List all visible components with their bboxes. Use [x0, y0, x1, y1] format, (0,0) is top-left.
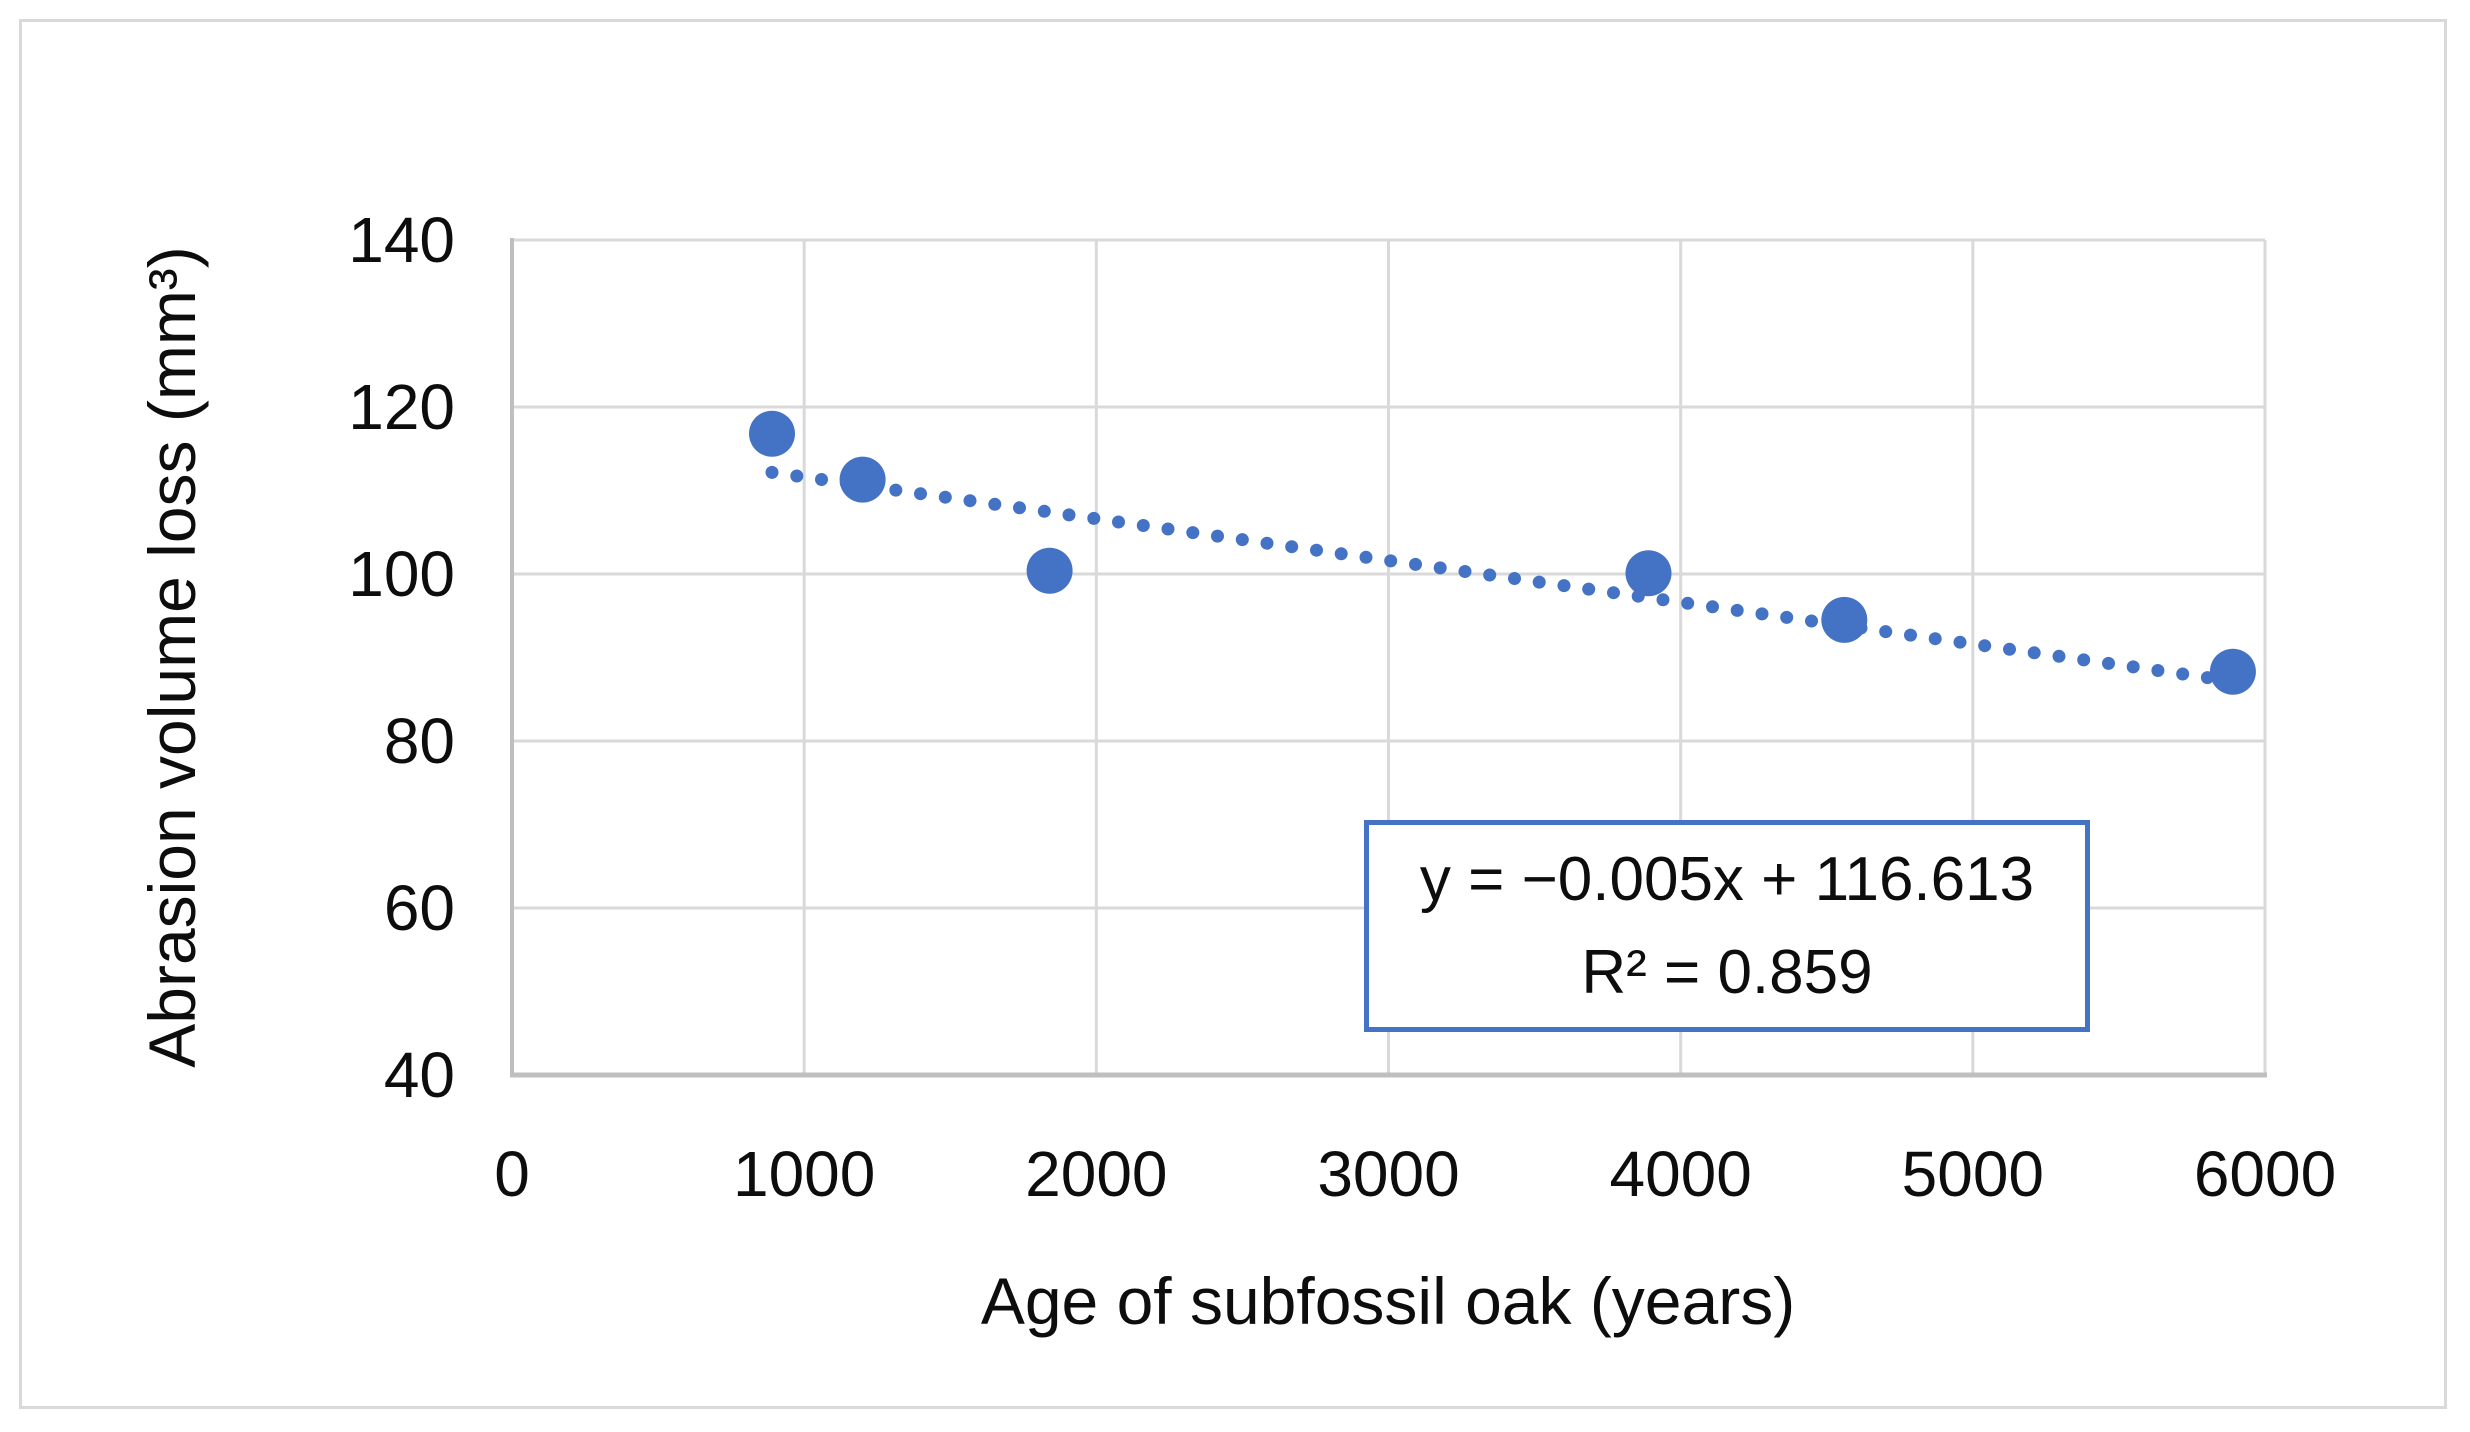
trendline-dot	[1433, 561, 1447, 575]
trendline-dot	[1186, 526, 1200, 540]
trendline-dot	[1260, 536, 1274, 550]
trendline-dot	[1656, 593, 1670, 607]
trendline-dot	[1582, 582, 1596, 596]
trendline-dot	[1508, 572, 1521, 585]
x-axis-title: Age of subfossil oak (years)	[980, 1264, 1796, 1338]
trendline-dot	[1211, 529, 1224, 543]
trendline-dot	[1780, 610, 1794, 624]
r-squared-label: R² = 0.859	[1581, 938, 1873, 1007]
trendline-dot	[1235, 533, 1249, 547]
y-tick-label-40: 40	[383, 1039, 455, 1111]
data-point-3	[1026, 547, 1073, 594]
trendline-equation-box: y = −0.005x + 116.613 R² = 0.859	[1364, 820, 2090, 1032]
trendline-dot	[2003, 642, 2016, 656]
trendline-dot	[2102, 656, 2115, 670]
x-tick-label-0: 0	[494, 1138, 530, 1210]
data-point-5	[1821, 596, 1868, 643]
trendline-dot	[1359, 550, 1373, 564]
trendline-dot	[1681, 596, 1695, 610]
trendline-dot	[1112, 515, 1125, 529]
trendline-dot	[1334, 547, 1348, 561]
y-tick-label-120: 120	[348, 371, 455, 443]
trendline-equation-label: y = −0.005x + 116.613	[1419, 845, 2035, 914]
trendline-dot	[1013, 501, 1026, 515]
trendline-dot	[815, 473, 828, 486]
trendline-dot	[1730, 603, 1744, 617]
trendline-dot	[963, 494, 977, 508]
x-tick-label-1000: 1000	[732, 1138, 876, 1210]
trendline-dot	[1879, 625, 1893, 639]
trendline-dot	[1805, 614, 1818, 628]
data-point-6	[2209, 648, 2256, 695]
trendline-dot	[1706, 600, 1719, 614]
trendline-dot	[1953, 635, 1967, 649]
x-tick-label-6000: 6000	[2193, 1138, 2337, 1210]
trendline-dot	[889, 483, 903, 497]
y-tick-label-100: 100	[348, 538, 455, 610]
trendline-dot	[988, 497, 1002, 511]
trendline-dot	[1607, 586, 1620, 600]
trendline-dot	[1532, 575, 1546, 589]
trendline-dot	[1161, 522, 1175, 536]
trendline-dot	[2126, 660, 2140, 674]
trendline-dots	[765, 465, 2239, 688]
trendline-dot	[1557, 579, 1571, 593]
y-tick-label-80: 80	[383, 705, 455, 777]
trendline-dot	[914, 487, 927, 501]
trendline-dot	[1136, 519, 1150, 532]
x-tick-label-4000: 4000	[1609, 1138, 1752, 1210]
trendline-dot	[1310, 543, 1323, 557]
trendline-dot	[2027, 646, 2041, 660]
trendline-dot	[2176, 667, 2190, 681]
trendline-dot	[1483, 568, 1497, 582]
trendline-dot	[765, 465, 779, 479]
trendline-dot	[1978, 639, 1992, 653]
trendline-dot	[1285, 540, 1299, 554]
trendline-dot	[2151, 664, 2165, 677]
trendline-dot	[1037, 504, 1051, 518]
trendline-dot	[1458, 565, 1472, 578]
x-tick-label-2000: 2000	[1025, 1138, 1168, 1210]
trendline-dot	[1928, 632, 1942, 646]
x-tick-label-5000: 5000	[1901, 1138, 2045, 1210]
trendline-dot	[2052, 649, 2066, 663]
trendline-dot	[1384, 554, 1398, 568]
trendline-dot	[2077, 653, 2091, 667]
trendline-dot	[938, 490, 952, 504]
y-tick-label-60: 60	[383, 872, 455, 944]
trendline-dot	[1087, 511, 1101, 525]
data-point-1	[749, 410, 795, 457]
trendline-dot	[1409, 557, 1422, 571]
y-tick-label-140: 140	[348, 204, 455, 276]
trendline-dot	[790, 469, 804, 483]
x-tick-label-3000: 3000	[1317, 1138, 1460, 1210]
data-point-4	[1625, 550, 1672, 597]
y-axis-title: Abrasion volume loss (mm³)	[135, 246, 209, 1068]
trendline-dot	[1062, 508, 1076, 522]
data-point-2	[839, 456, 886, 503]
trendline-dot	[1904, 628, 1917, 642]
trendline-dot	[1755, 607, 1769, 621]
